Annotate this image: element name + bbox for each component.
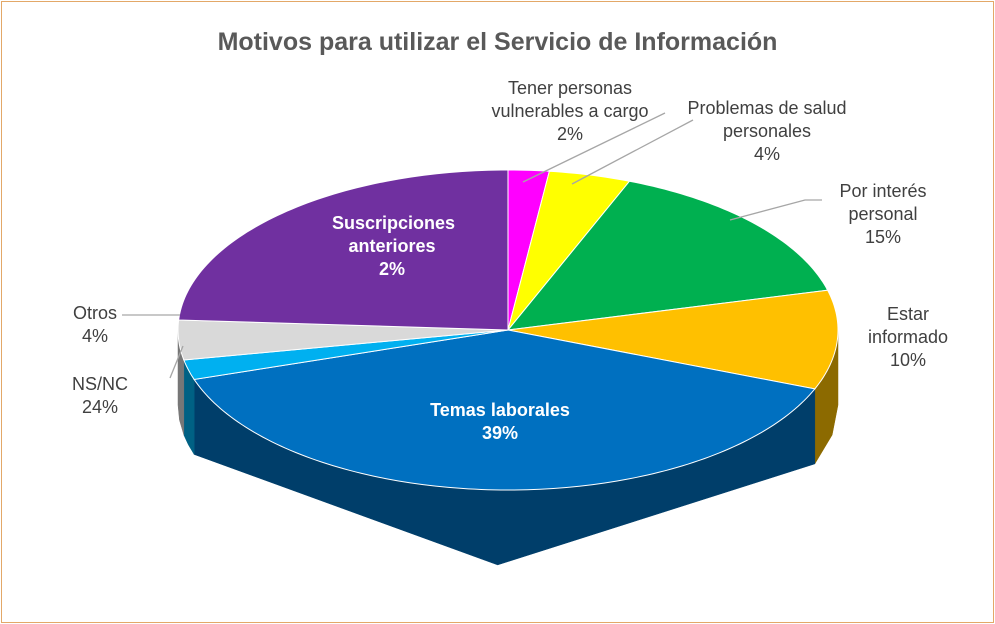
value-label: 10% (889, 350, 927, 370)
category-label: Suscripciones anteriores (332, 213, 456, 256)
data-label: NS/NC 24% (25, 373, 175, 419)
slice (506, 180, 829, 331)
leader-line (169, 345, 184, 379)
value-label: 4% (753, 144, 780, 164)
leader-line (571, 119, 694, 185)
data-label: Problemas de salud personales 4% (677, 97, 857, 166)
data-label: Estar informado 10% (853, 303, 963, 372)
data-label: Otros 4% (55, 302, 135, 348)
category-label: Por interés personal (839, 181, 927, 224)
slice (193, 329, 816, 491)
value-label: 2% (378, 259, 405, 279)
leader-line (729, 199, 822, 221)
category-label: Estar informado (867, 304, 949, 347)
category-label: Tener personas vulnerables a cargo (491, 78, 649, 121)
tops (177, 169, 839, 491)
category-label: Temas laborales (430, 400, 570, 420)
category-label: Otros (72, 303, 117, 323)
leader-line (522, 112, 666, 183)
category-label: Problemas de salud personales (687, 98, 847, 141)
value-label: 24% (81, 397, 119, 417)
data-label: Tener personas vulnerables a cargo 2% (465, 77, 675, 146)
value-label: 2% (556, 124, 583, 144)
data-label: Por interés personal 15% (828, 180, 938, 249)
value-label: 4% (81, 326, 108, 346)
data-label: Suscripciones anteriores 2% (332, 212, 456, 281)
slice (177, 319, 509, 361)
slice (507, 289, 839, 390)
chart-title: Motivos para utilizar el Servicio de Inf… (217, 28, 778, 56)
leader-lines (122, 112, 822, 379)
value-label: 39% (481, 423, 519, 443)
slice (178, 169, 509, 331)
slice (183, 329, 509, 380)
value-label: 15% (864, 227, 902, 247)
data-label: Temas laborales 39% (390, 399, 610, 445)
category-label: NS/NC (71, 374, 128, 394)
